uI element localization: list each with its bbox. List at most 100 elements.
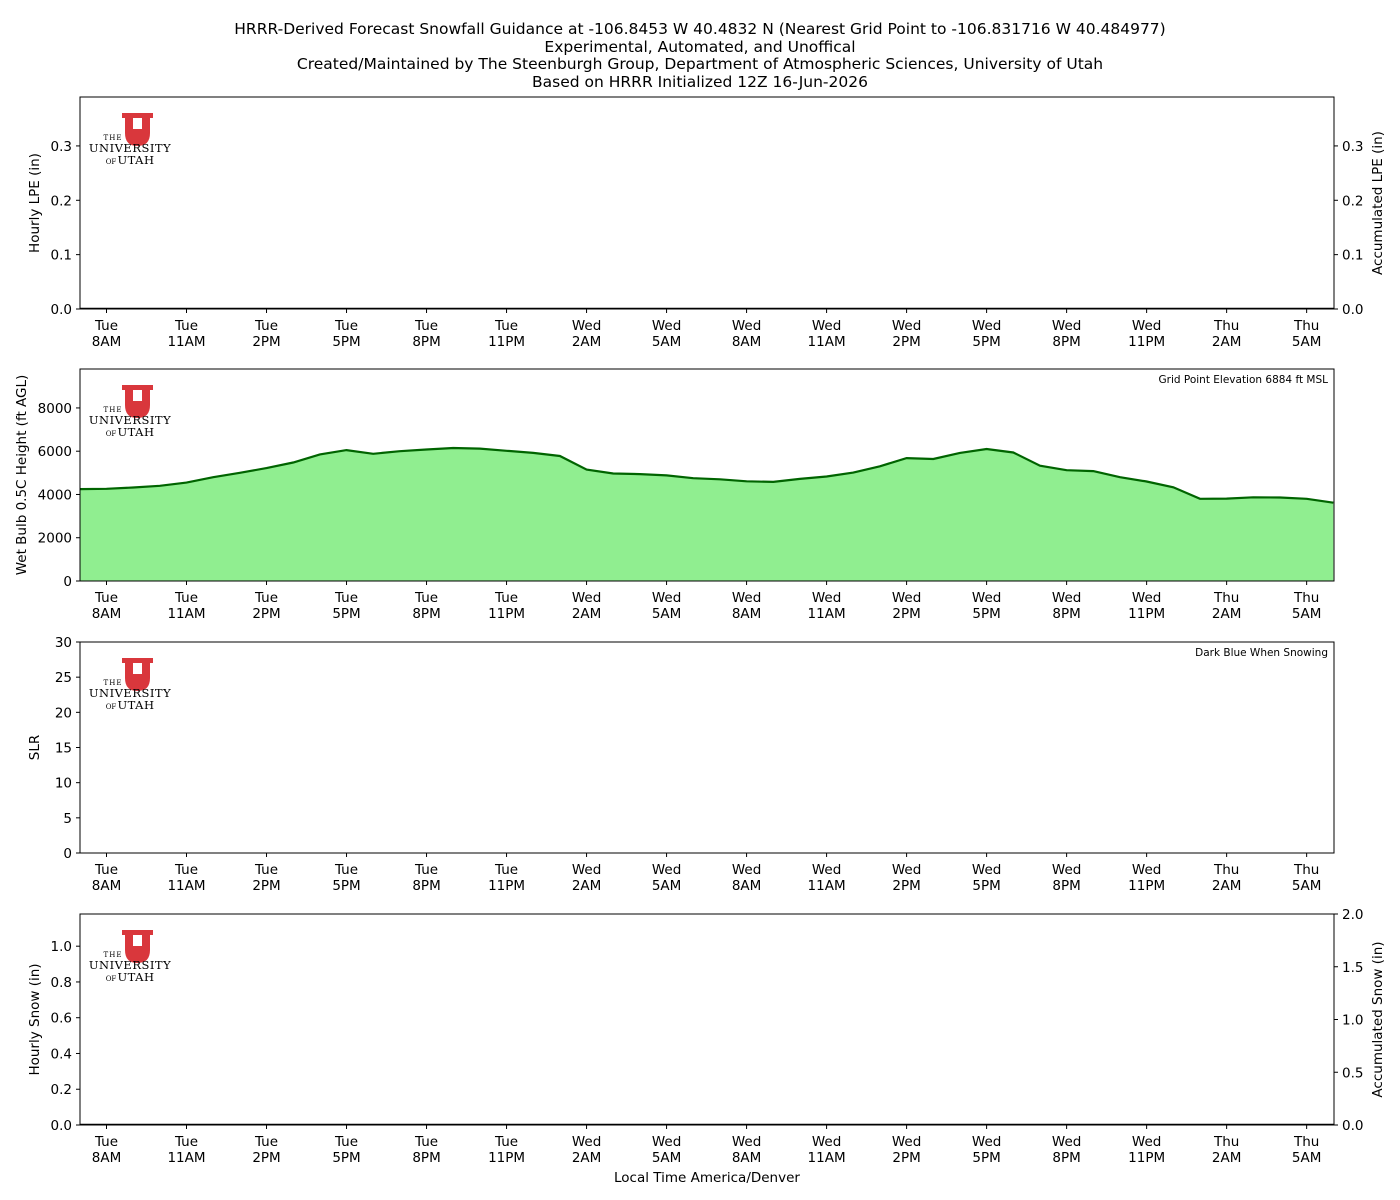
wet-bulb-height-area <box>80 448 1334 581</box>
x-tick-day-label: Wed <box>892 318 921 334</box>
logo-text-university: UNIVERSITY <box>89 141 171 155</box>
chart-title-line-4: Based on HRRR Initialized 12Z 16-Jun-202… <box>532 72 868 91</box>
y-tick-label: 0.0 <box>51 1118 72 1134</box>
x-tick-time-label: 8PM <box>1052 606 1080 622</box>
x-tick-day-label: Tue <box>94 590 118 606</box>
y-tick-label: 25 <box>55 670 72 686</box>
x-tick-day-label: Tue <box>334 318 358 334</box>
logo-text-university: UNIVERSITY <box>89 413 171 427</box>
chart-title-block: HRRR-Derived Forecast Snowfall Guidance … <box>0 20 1400 91</box>
x-tick-time-label: 8AM <box>732 334 761 350</box>
y2-tick-label: 2.0 <box>1342 907 1363 923</box>
x-tick-day-label: Thu <box>1293 590 1319 606</box>
x-tick-time-label: 2PM <box>892 334 920 350</box>
x-tick-time-label: 11AM <box>808 334 846 350</box>
y2-tick-label: 0.0 <box>1342 1118 1363 1134</box>
x-tick-time-label: 5PM <box>972 334 1000 350</box>
x-tick-day-label: Wed <box>1132 318 1161 334</box>
block-u-icon <box>122 113 153 146</box>
y-tick-label: 0 <box>63 574 72 590</box>
y-tick-label: 0.0 <box>51 302 72 318</box>
x-tick-day-label: Wed <box>652 1134 681 1150</box>
wet-bulb-height-line <box>79 446 1334 504</box>
x-tick-time-label: 11PM <box>1128 334 1165 350</box>
x-tick-time-label: 8AM <box>92 334 121 350</box>
x-tick-time-label: 2PM <box>252 606 280 622</box>
x-tick-day-label: Wed <box>812 318 841 334</box>
chart-panel-3: 051015202530SLRTue8AMTue11AMTue2PMTue5PM… <box>27 635 1335 894</box>
y-tick-label: 8000 <box>38 401 72 417</box>
x-tick-time-label: 8AM <box>732 606 761 622</box>
y-tick-label: 0.2 <box>51 1082 72 1098</box>
x-tick-day-label: Tue <box>94 1134 118 1150</box>
y2-tick-label: 0.0 <box>1342 302 1363 318</box>
plot-frame <box>79 913 1335 1126</box>
x-tick-time-label: 5PM <box>332 878 360 894</box>
x-tick-time-label: 2PM <box>892 1150 920 1166</box>
chart-title-line-1: HRRR-Derived Forecast Snowfall Guidance … <box>234 20 1166 38</box>
y-axis-label: Hourly LPE (in) <box>27 153 43 253</box>
x-tick-time-label: 2AM <box>572 1150 601 1166</box>
panel-annotation: Grid Point Elevation 6884 ft MSL <box>1159 374 1329 386</box>
x-tick-day-label: Wed <box>572 862 601 878</box>
x-tick-day-label: Wed <box>972 862 1001 878</box>
x-tick-time-label: 8AM <box>92 878 121 894</box>
x-tick-day-label: Wed <box>972 590 1001 606</box>
x-tick-time-label: 5AM <box>1292 606 1321 622</box>
logo-text-of: OF <box>106 158 117 166</box>
logo-text-of: OF <box>106 975 117 983</box>
x-tick-day-label: Wed <box>812 862 841 878</box>
x-tick-time-label: 8PM <box>1052 878 1080 894</box>
x-tick-day-label: Thu <box>1213 318 1239 334</box>
x-tick-day-label: Wed <box>652 318 681 334</box>
x-tick-day-label: Thu <box>1293 1134 1319 1150</box>
x-tick-day-label: Tue <box>94 862 118 878</box>
x-tick-time-label: 11PM <box>1128 606 1165 622</box>
y2-tick-label: 0.5 <box>1342 1065 1363 1081</box>
x-tick-time-label: 5AM <box>1292 334 1321 350</box>
y-axis-label: Wet Bulb 0.5C Height (ft AGL) <box>14 375 30 576</box>
x-tick-time-label: 11AM <box>808 878 846 894</box>
x-tick-time-label: 2AM <box>1212 1150 1241 1166</box>
x-tick-day-label: Tue <box>494 590 518 606</box>
x-tick-time-label: 5AM <box>1292 1150 1321 1166</box>
x-tick-day-label: Tue <box>254 1134 278 1150</box>
block-u-notch-icon <box>133 663 142 674</box>
y2-tick-label: 0.3 <box>1342 139 1363 155</box>
y2-axis-label: Accumulated LPE (in) <box>1370 131 1386 275</box>
x-tick-day-label: Tue <box>414 1134 438 1150</box>
x-tick-time-label: 2PM <box>252 878 280 894</box>
chart-panel-2: 0 2000 4000 6000 8000 Wet Bulb 0.5C Height (f… <box>14 368 1335 622</box>
plot-frame <box>79 641 1335 854</box>
x-tick-time-label: 11AM <box>167 606 205 622</box>
x-tick-day-label: Wed <box>572 590 601 606</box>
x-tick-day-label: Tue <box>494 862 518 878</box>
x-tick-time-label: 11PM <box>1128 878 1165 894</box>
y-tick-label: 20 <box>55 705 72 721</box>
y2-tick-label: 0.1 <box>1342 248 1363 264</box>
x-tick-day-label: Tue <box>414 318 438 334</box>
y-tick-label: 0.2 <box>51 193 72 209</box>
y-tick-label: 0.1 <box>51 248 72 264</box>
x-tick-time-label: 2AM <box>1212 334 1241 350</box>
block-u-notch-icon <box>133 390 142 401</box>
y2-tick-label: 1.5 <box>1342 960 1363 976</box>
x-tick-time-label: 8AM <box>92 606 121 622</box>
y-axis-label: SLR <box>27 735 43 760</box>
x-tick-day-label: Wed <box>572 1134 601 1150</box>
y-tick-label: 10 <box>55 776 72 792</box>
logo-text-university: UNIVERSITY <box>89 958 171 972</box>
y-tick-label: 1.0 <box>51 939 72 955</box>
x-tick-day-label: Tue <box>254 590 278 606</box>
logo-text-the: THE <box>104 406 123 414</box>
x-tick-day-label: Wed <box>1132 1134 1161 1150</box>
logo-text-utah: UTAH <box>117 698 154 712</box>
block-u-icon <box>122 930 153 963</box>
x-tick-day-label: Thu <box>1293 318 1319 334</box>
x-tick-day-label: Wed <box>652 862 681 878</box>
y-tick-label: 0.3 <box>51 139 72 155</box>
x-tick-day-label: Wed <box>652 590 681 606</box>
logo-text-of: OF <box>106 430 117 438</box>
